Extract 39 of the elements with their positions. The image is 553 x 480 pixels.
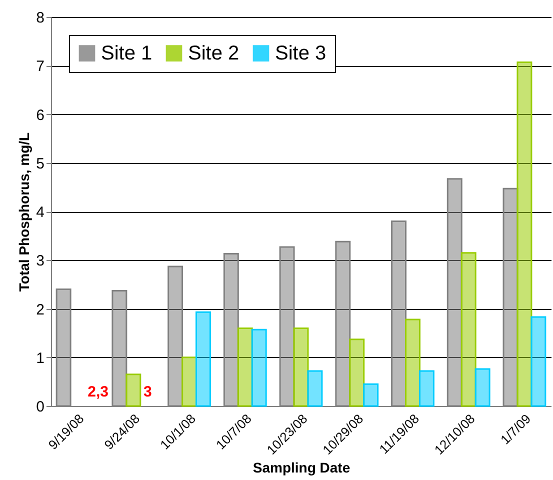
- bar: [418, 370, 434, 407]
- annotation: 2,3: [88, 383, 108, 400]
- bar: [335, 240, 351, 407]
- y-tick-label: 2: [36, 301, 44, 318]
- bar: [251, 328, 267, 407]
- y-tick-label: 8: [36, 10, 44, 26]
- y-tick-label: 6: [36, 106, 44, 124]
- bar: [363, 383, 379, 407]
- x-axis-title: Sampling Date: [252, 459, 350, 476]
- bar: [446, 178, 462, 407]
- bar: [56, 288, 72, 407]
- bar: [391, 220, 406, 407]
- bar: [279, 246, 295, 407]
- bar: [196, 311, 211, 407]
- bar: [530, 316, 546, 407]
- bar: [307, 370, 323, 407]
- y-tick-label: 0: [36, 398, 44, 416]
- y-axis-title: Total Phosphorus, mg/L: [16, 132, 32, 292]
- bar: [126, 374, 142, 407]
- bar: [405, 318, 420, 407]
- bar: [223, 253, 239, 407]
- bar: [168, 266, 184, 407]
- y-tick-label: 3: [36, 252, 44, 270]
- bar: [516, 61, 532, 407]
- y-tick-label: 5: [36, 155, 44, 172]
- bar: [182, 356, 197, 407]
- y-tick-label: 7: [36, 58, 44, 76]
- bar: [474, 368, 490, 407]
- y-tick-label: 1: [36, 350, 44, 367]
- bar: [237, 327, 253, 407]
- bar: [293, 327, 309, 407]
- y-tick-label: 4: [36, 204, 44, 221]
- legend-label: Site 2: [188, 42, 240, 64]
- bar: [112, 290, 128, 407]
- legend-label: Site 1: [101, 42, 152, 64]
- annotation: 3: [143, 383, 152, 400]
- bar: [460, 252, 476, 407]
- bar: [349, 338, 365, 407]
- legend-label: Site 3: [275, 42, 326, 64]
